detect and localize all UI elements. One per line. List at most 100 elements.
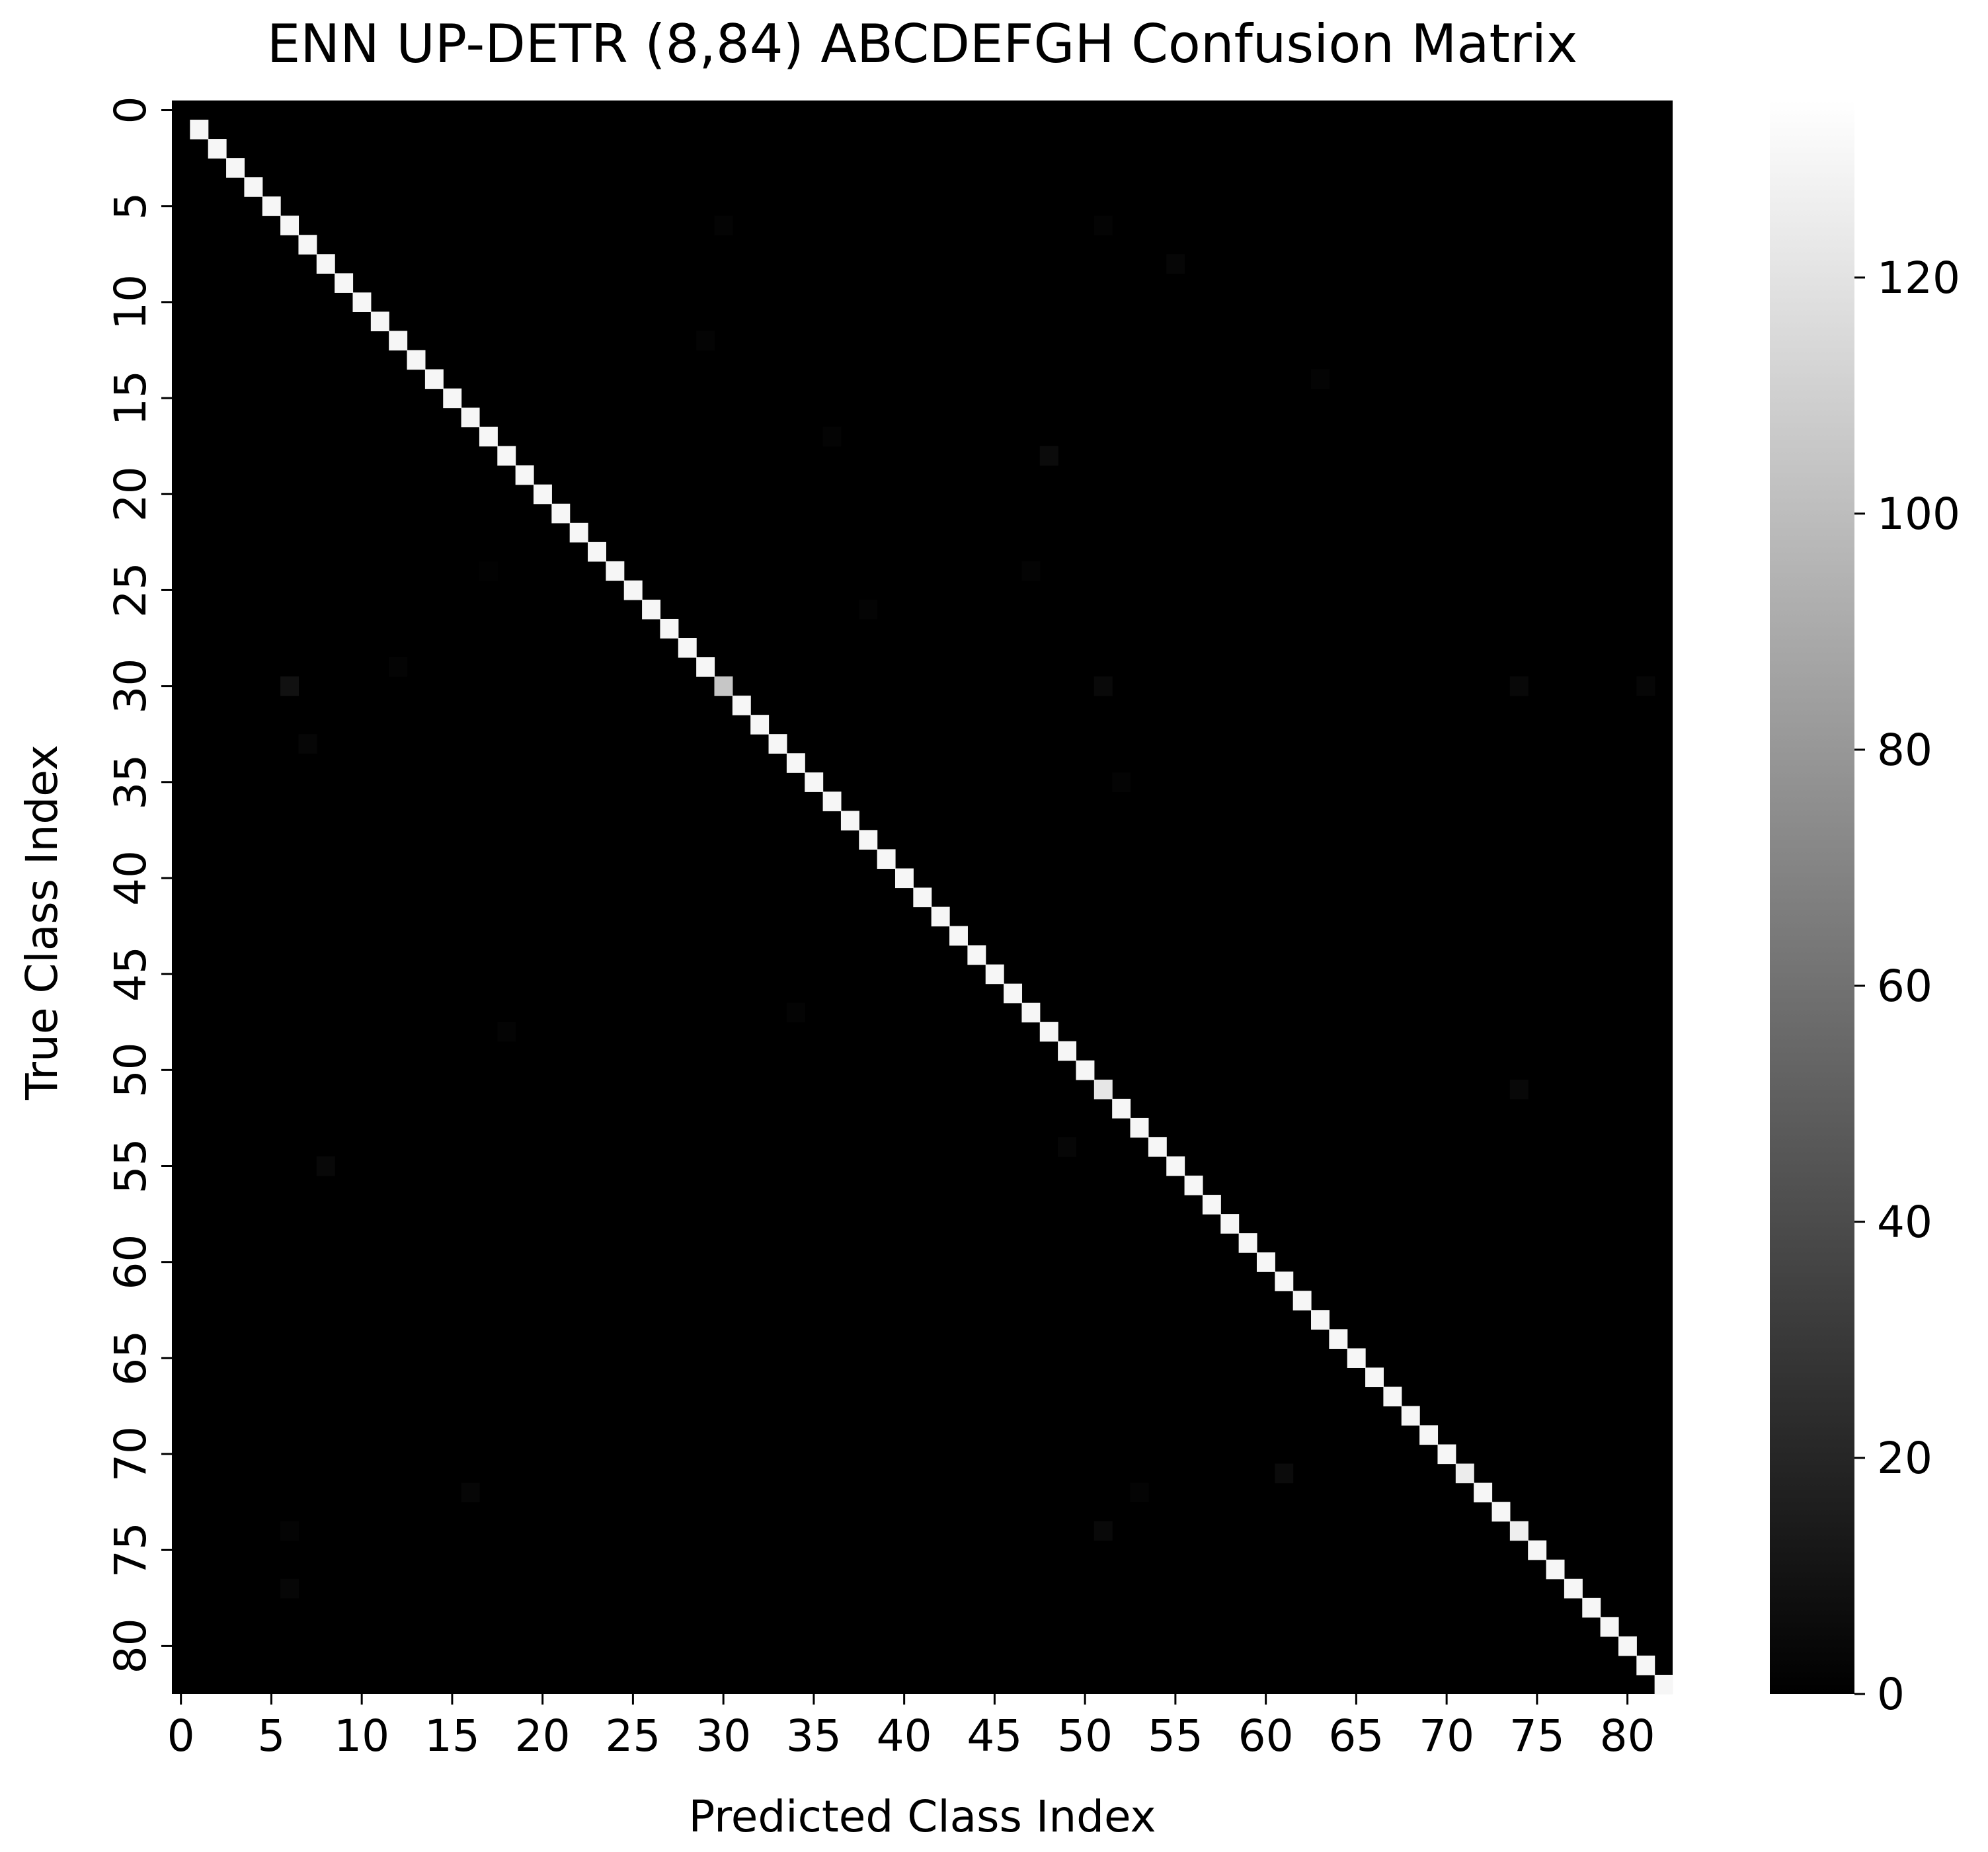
chart-title: ENN UP-DETR (8,84) ABCDEFGH Confusion Ma… <box>267 13 1578 75</box>
y-axis-label: True Class Index <box>17 745 67 1100</box>
heatmap-cell-diag-68 <box>1401 1406 1420 1426</box>
heatmap-cell-diag-1 <box>190 120 209 140</box>
heatmap-cell-diag-51 <box>1093 1079 1113 1100</box>
heatmap-cell-diag-80 <box>1618 1636 1637 1656</box>
x-tick-label-35: 35 <box>786 1711 842 1761</box>
heatmap-cell-diag-28 <box>678 638 697 658</box>
colorbar-tick-label-20: 20 <box>1877 1433 1932 1484</box>
x-tick-label-5: 5 <box>257 1711 285 1761</box>
heatmap-cell-diag-9 <box>335 273 354 293</box>
heatmap-cell-30-74 <box>1509 676 1529 696</box>
heatmap-cell-diag-76 <box>1546 1559 1565 1580</box>
heatmap-cell-diag-13 <box>407 350 426 370</box>
heatmap-cell-diag-42 <box>931 906 950 927</box>
heatmap-cell-diag-45 <box>985 964 1004 985</box>
heatmap-cell-17-36 <box>822 426 842 447</box>
heatmap-cell-diag-56 <box>1184 1176 1203 1195</box>
heatmap-cell-diag-78 <box>1582 1597 1601 1618</box>
heatmap-cell-diag-52 <box>1112 1098 1131 1119</box>
y-tick-label-60: 60 <box>105 1234 156 1290</box>
y-tick-label-65: 65 <box>105 1330 156 1386</box>
heatmap-cell-54-49 <box>1058 1137 1077 1157</box>
heatmap-cell-diag-77 <box>1564 1578 1583 1599</box>
heatmap-cell-diag-7 <box>298 235 317 255</box>
x-tick-label-75: 75 <box>1509 1711 1565 1761</box>
heatmap-cell-diag-2 <box>208 139 227 159</box>
heatmap-cell-18-48 <box>1039 446 1058 466</box>
heatmap-cell-diag-20 <box>533 484 552 504</box>
heatmap-cell-diag-26 <box>642 599 661 620</box>
y-tick-label-5: 5 <box>105 192 156 220</box>
heatmap-cell-diag-17 <box>479 426 498 447</box>
x-axis-label: Predicted Class Index <box>688 1791 1156 1842</box>
heatmap-cell-diag-34 <box>786 753 805 773</box>
heatmap-cell-diag-69 <box>1419 1425 1439 1445</box>
heatmap-cell-diag-66 <box>1365 1367 1384 1388</box>
x-tick-label-70: 70 <box>1419 1711 1474 1761</box>
colorbar-tick-label-100: 100 <box>1877 489 1960 540</box>
heatmap-cell-diag-14 <box>424 369 444 389</box>
heatmap-cell-diag-35 <box>805 772 824 792</box>
y-tick-label-75: 75 <box>105 1522 156 1578</box>
heatmap-cell-diag-54 <box>1148 1137 1167 1157</box>
x-tick-label-60: 60 <box>1238 1711 1294 1761</box>
heatmap-cell-diag-63 <box>1311 1310 1330 1330</box>
y-tick-label-50: 50 <box>105 1042 156 1098</box>
heatmap-cell-diag-47 <box>1021 1002 1041 1023</box>
heatmap-cell-diag-61 <box>1275 1271 1294 1291</box>
heatmap-cell-diag-36 <box>822 791 842 811</box>
colorbar-tick-label-120: 120 <box>1877 253 1960 303</box>
heatmap-cell-24-47 <box>1021 561 1041 581</box>
heatmap-cell-51-74 <box>1509 1079 1529 1100</box>
heatmap-cell-30-6 <box>280 676 299 696</box>
heatmap-cell-diag-25 <box>623 580 643 600</box>
heatmap-cell-diag-70 <box>1437 1444 1456 1465</box>
heatmap-cell-6-51 <box>1093 216 1113 235</box>
heatmap-cell-diag-6 <box>280 216 299 235</box>
heatmap-cell-diag-57 <box>1202 1195 1221 1215</box>
heatmap-cell-8-55 <box>1166 254 1185 274</box>
heatmap-cell-diag-12 <box>389 331 408 351</box>
heatmap-cell-14-63 <box>1311 369 1330 389</box>
heatmap-cell-diag-10 <box>352 292 372 312</box>
heatmap-cell-diag-48 <box>1039 1022 1058 1042</box>
heatmap-cell-diag-38 <box>859 830 878 850</box>
heatmap-cell-29-12 <box>389 657 408 677</box>
heatmap-cell-diag-27 <box>660 618 679 639</box>
heatmap-cell-74-6 <box>280 1521 299 1541</box>
heatmap-cell-55-8 <box>316 1156 335 1176</box>
heatmap-cells <box>172 101 1673 1695</box>
heatmap-cell-diag-40 <box>895 868 914 889</box>
heatmap-cell-diag-15 <box>443 388 462 409</box>
heatmap-cell-diag-50 <box>1076 1060 1095 1080</box>
y-tick-label-35: 35 <box>105 754 156 810</box>
y-tick-label-40: 40 <box>105 850 156 906</box>
heatmap-cell-diag-8 <box>316 254 335 274</box>
y-tick-label-10: 10 <box>105 274 156 330</box>
heatmap-cell-72-53 <box>1130 1482 1149 1503</box>
heatmap-cell-74-51 <box>1093 1521 1113 1541</box>
colorbar <box>1770 101 1854 1694</box>
x-tick-label-45: 45 <box>967 1711 1022 1761</box>
heatmap-cell-diag-75 <box>1528 1540 1547 1560</box>
y-tick-label-80: 80 <box>105 1618 156 1673</box>
x-tick-label-25: 25 <box>605 1711 660 1761</box>
y-tick-label-45: 45 <box>105 946 156 1002</box>
heatmap-cell-diag-79 <box>1600 1617 1619 1637</box>
x-tick-label-40: 40 <box>877 1711 932 1761</box>
heatmap-cell-diag-65 <box>1347 1348 1366 1368</box>
heatmap-cell-diag-67 <box>1383 1387 1402 1407</box>
heatmap-cell-33-7 <box>298 734 317 754</box>
colorbar-tick-label-60: 60 <box>1877 961 1932 1012</box>
y-tick-label-0: 0 <box>105 97 156 124</box>
heatmap-cell-diag-21 <box>551 503 571 524</box>
heatmap-cell-diag-19 <box>515 465 534 485</box>
x-tick-label-20: 20 <box>515 1711 571 1761</box>
heatmap-cell-diag-71 <box>1455 1463 1474 1484</box>
x-axis-ticks: 0 5 10 15 20 25 30 35 40 45 50 55 60 65 70 75 80 <box>167 1694 1655 1761</box>
colorbar-tick-label-80: 80 <box>1877 725 1932 776</box>
heatmap-cell-diag-55 <box>1166 1156 1185 1176</box>
heatmap-cell-diag-0 <box>172 101 190 120</box>
heatmap-cell-diag-31 <box>732 696 751 715</box>
y-tick-label-25: 25 <box>105 562 156 618</box>
